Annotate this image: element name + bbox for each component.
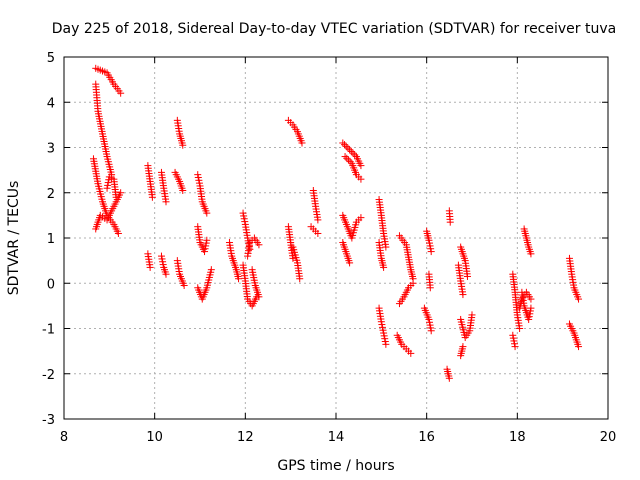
data-point — [342, 142, 350, 150]
data-point — [426, 284, 434, 292]
x-tick-label: 12 — [237, 430, 254, 445]
y-tick-label: 0 — [47, 277, 55, 292]
x-tick-label: 18 — [509, 430, 526, 445]
data-point — [427, 327, 435, 335]
x-tick-label: 20 — [600, 430, 617, 445]
data-point — [463, 272, 471, 280]
data-point — [162, 270, 170, 278]
data-point — [148, 193, 156, 201]
data-point — [527, 295, 535, 303]
data-point — [344, 156, 352, 164]
y-tick-label: 3 — [47, 142, 55, 157]
chart-title: Day 225 of 2018, Sidereal Day-to-day VTE… — [52, 21, 616, 37]
data-point — [203, 236, 211, 244]
data-point — [112, 193, 120, 201]
data-point — [255, 293, 263, 301]
data-point — [162, 198, 170, 206]
data-point — [527, 250, 535, 258]
data-point — [347, 147, 355, 155]
data-point — [114, 229, 122, 237]
data-point — [459, 291, 467, 299]
data-point — [468, 311, 476, 319]
data-point — [296, 275, 304, 283]
x-tick-label: 14 — [328, 430, 345, 445]
data-point — [117, 189, 125, 197]
data-point — [180, 282, 188, 290]
data-points — [89, 64, 583, 382]
data-point — [575, 343, 583, 351]
data-point — [382, 243, 390, 251]
data-point — [407, 349, 415, 357]
data-point — [346, 158, 354, 166]
x-tick-label: 10 — [146, 430, 163, 445]
data-point — [344, 144, 352, 152]
data-point — [511, 343, 519, 351]
y-tick-label: 2 — [47, 187, 55, 202]
data-point — [349, 149, 357, 157]
data-point — [380, 263, 388, 271]
data-point — [516, 325, 524, 332]
x-axis-label: GPS time / hours — [277, 458, 394, 474]
data-point — [357, 214, 365, 222]
data-point — [179, 141, 187, 149]
y-tick-label: -1 — [42, 323, 55, 338]
data-point — [527, 304, 535, 312]
data-point — [179, 186, 187, 194]
data-point — [357, 175, 365, 183]
y-tick-label: -2 — [42, 368, 55, 383]
data-point — [207, 266, 215, 274]
data-point — [346, 146, 354, 154]
data-point — [357, 162, 365, 170]
x-tick-label: 16 — [418, 430, 435, 445]
y-tick-label: 1 — [47, 232, 55, 247]
data-point — [314, 216, 322, 224]
data-point — [117, 89, 125, 97]
data-point — [457, 352, 465, 360]
data-point — [341, 141, 348, 149]
data-point — [445, 374, 453, 382]
y-tick-label: -3 — [42, 413, 55, 428]
data-point — [339, 139, 347, 147]
data-point — [446, 218, 454, 226]
data-point — [203, 209, 211, 217]
data-point — [146, 263, 154, 271]
x-tick-label: 8 — [60, 430, 68, 445]
data-point — [382, 340, 390, 348]
plot-frame — [63, 56, 609, 420]
data-point — [255, 241, 263, 249]
grid-lines — [64, 57, 608, 419]
data-point — [351, 151, 359, 159]
data-point — [341, 153, 349, 161]
y-tick-label: 4 — [47, 96, 55, 111]
data-point — [314, 229, 322, 237]
data-point — [346, 259, 354, 267]
data-point — [427, 248, 435, 256]
data-point — [575, 295, 583, 303]
y-tick-label: 5 — [47, 51, 55, 66]
y-axis-label: SDTVAR / TECUs — [6, 181, 22, 296]
data-point — [343, 154, 351, 162]
data-point — [235, 275, 243, 283]
data-point — [298, 139, 306, 147]
data-point — [409, 279, 417, 287]
